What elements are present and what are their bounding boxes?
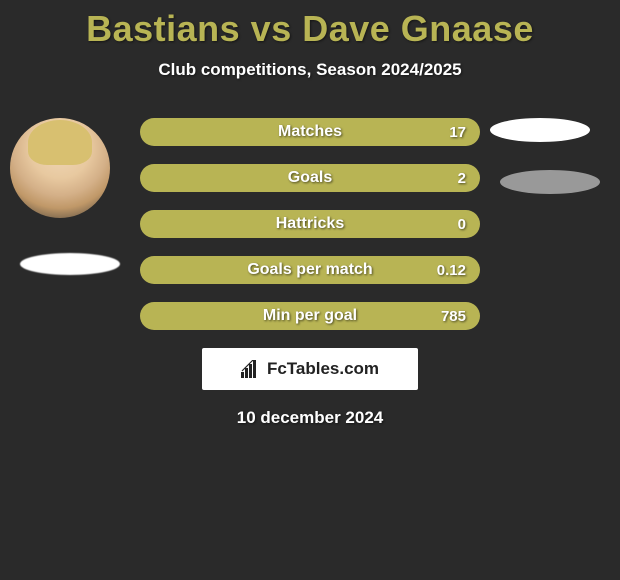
stats-bars: Matches 17 Goals 2 Hattricks 0 Goals per…	[140, 118, 480, 348]
avatar-shadow-right-bottom	[500, 170, 600, 194]
avatar-shadow-right-top	[490, 118, 590, 142]
stat-value: 0.12	[437, 262, 466, 279]
stat-bar: Hattricks 0	[140, 210, 480, 238]
stat-label: Matches	[140, 123, 480, 141]
date-label: 10 december 2024	[237, 408, 384, 428]
stat-bar: Min per goal 785	[140, 302, 480, 330]
stat-label: Goals	[140, 169, 480, 187]
stat-bar: Matches 17	[140, 118, 480, 146]
branding-badge: FcTables.com	[202, 348, 418, 390]
bar-chart-icon	[241, 360, 261, 378]
branding-text: FcTables.com	[267, 359, 379, 379]
stat-value: 785	[441, 308, 466, 325]
page-title: Bastians vs Dave Gnaase	[0, 0, 620, 50]
stat-bar: Goals per match 0.12	[140, 256, 480, 284]
player-avatar-left	[10, 118, 110, 218]
stat-value: 17	[449, 124, 466, 141]
stat-value: 0	[458, 216, 466, 233]
stat-bar: Goals 2	[140, 164, 480, 192]
stat-label: Min per goal	[140, 307, 480, 325]
stat-label: Goals per match	[140, 261, 480, 279]
stat-label: Hattricks	[140, 215, 480, 233]
page-subtitle: Club competitions, Season 2024/2025	[0, 60, 620, 80]
avatar-shadow-left	[20, 253, 120, 275]
stat-value: 2	[458, 170, 466, 187]
